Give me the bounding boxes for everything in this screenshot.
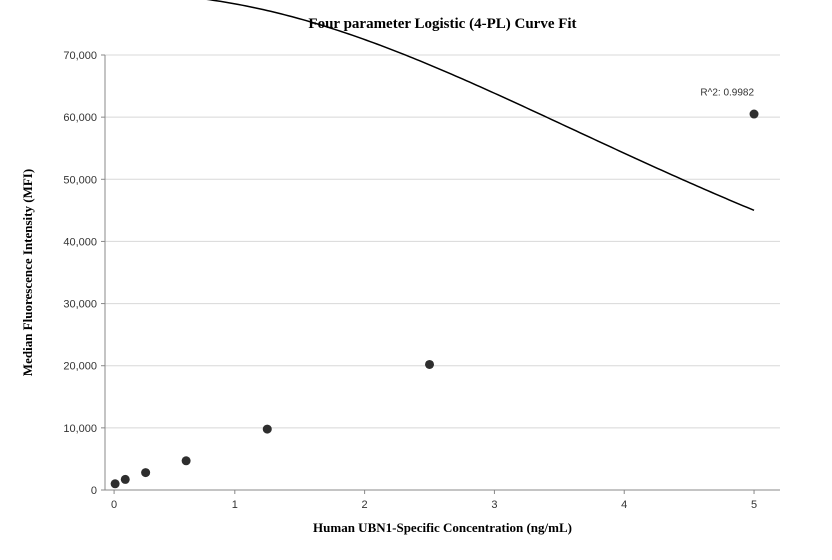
grid-lines [101, 55, 780, 490]
axes [105, 55, 780, 490]
data-point [425, 360, 434, 369]
x-tick-label: 0 [111, 499, 117, 511]
data-point [263, 425, 272, 434]
data-point [182, 456, 191, 465]
y-tick-label: 60,000 [63, 112, 97, 124]
r-squared-annotation: R^2: 0.9982 [700, 87, 754, 98]
y-tick-label: 20,000 [63, 361, 97, 373]
data-points [111, 110, 759, 489]
y-tick-label: 0 [91, 485, 97, 497]
x-tick-label: 4 [621, 499, 627, 511]
x-axis-label: Human UBN1-Specific Concentration (ng/mL… [313, 520, 572, 535]
chart-svg: Four parameter Logistic (4-PL) Curve Fit… [0, 0, 832, 560]
y-tick-labels: 0 10,000 20,000 30,000 40,000 50,000 60,000 70,… [63, 50, 97, 497]
x-tick-label: 2 [362, 499, 368, 511]
y-tick-label: 30,000 [63, 299, 97, 311]
chart-container: Four parameter Logistic (4-PL) Curve Fit… [0, 0, 832, 560]
chart-title: Four parameter Logistic (4-PL) Curve Fit [308, 16, 576, 32]
y-tick-label: 40,000 [63, 236, 97, 248]
data-point [141, 468, 150, 477]
y-tick-label: 50,000 [63, 174, 97, 186]
data-point [111, 479, 120, 488]
data-point [121, 475, 130, 484]
y-tick-label: 70,000 [63, 50, 97, 62]
data-point [750, 110, 759, 119]
y-axis-label: Median Fluorescence Intensity (MFI) [20, 169, 35, 376]
x-tick-label: 5 [751, 499, 757, 511]
x-tick-label: 1 [232, 499, 238, 511]
x-tick-label: 3 [491, 499, 497, 511]
y-tick-label: 10,000 [63, 423, 97, 435]
x-tick-labels: 0 1 2 3 4 5 [111, 490, 757, 511]
